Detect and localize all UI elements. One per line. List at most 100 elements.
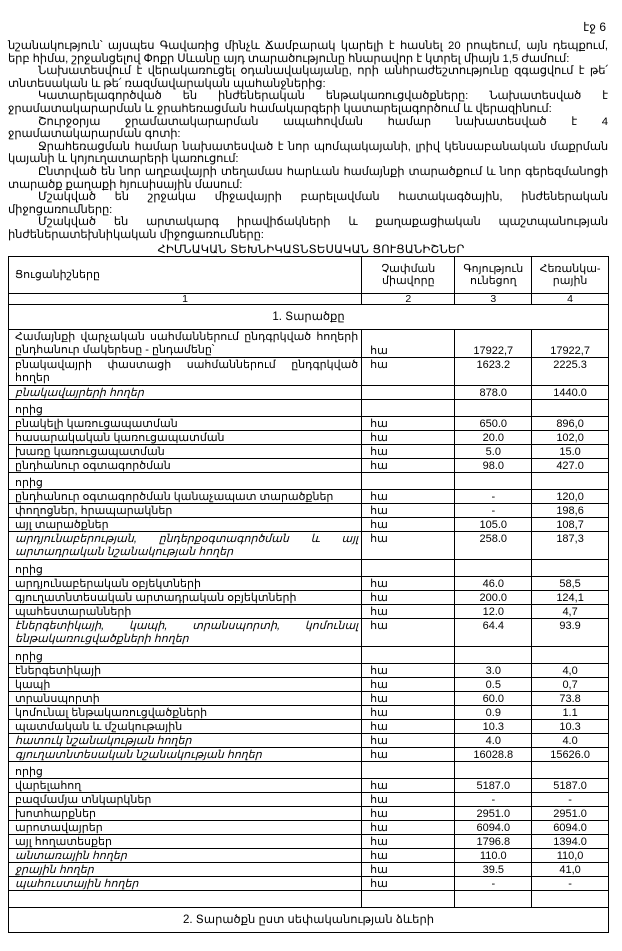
row-unit: հա bbox=[361, 576, 456, 591]
table-row: խոտհարքներ հա 2951.0 2951.0 bbox=[7, 806, 609, 821]
table-row: գյուղատնտեսական արտադրական օբյեկտների հա 2… bbox=[7, 590, 609, 605]
table-row: այլ տարածքներ հա 105.0 108,7 bbox=[7, 517, 609, 532]
table-row: ընդհանուր օգտագործման հա 98.0 427.0 bbox=[7, 458, 609, 473]
row-label: արոտավայրեր bbox=[7, 820, 363, 835]
table-row: հասարակական կառուցապատման հա 20.0 102,0 bbox=[7, 430, 609, 445]
row-existing: 20.0 bbox=[454, 430, 533, 445]
row-existing bbox=[454, 646, 533, 664]
row-unit: հա bbox=[361, 489, 456, 504]
table-row: ընդհանուր օգտագործման կանաչապատ տարածքնե… bbox=[7, 489, 609, 504]
table-row: բնակավայրերի հողեր 878.0 1440.0 bbox=[7, 385, 609, 400]
table-row: խառը կառուցապատման հա 5.0 15.0 bbox=[7, 444, 609, 459]
column-number: 2 bbox=[361, 293, 456, 305]
row-unit: հա bbox=[361, 733, 456, 748]
row-projected: 108,7 bbox=[531, 517, 609, 532]
row-existing: 98.0 bbox=[454, 458, 533, 473]
row-existing bbox=[454, 472, 533, 490]
row-label: որից bbox=[7, 559, 363, 577]
row-unit: հա bbox=[361, 677, 456, 692]
table-row: էներգետիկայի հա 3.0 4,0 bbox=[7, 663, 609, 678]
row-label: որից bbox=[7, 761, 363, 779]
table-row: կապի հա 0.5 0,7 bbox=[7, 677, 609, 692]
row-projected bbox=[531, 472, 609, 490]
row-existing: 10.3 bbox=[454, 719, 533, 734]
row-unit: հա bbox=[361, 329, 456, 358]
table-row: որից bbox=[7, 646, 609, 664]
row-projected bbox=[531, 559, 609, 577]
row-projected: 4,7 bbox=[531, 604, 609, 619]
table-row: էներգետիկայի, կապի, տրանսպորտի, կոմունալ… bbox=[7, 618, 609, 647]
section-row: 1. Տարածքը bbox=[8, 304, 609, 330]
row-label: գյուղատնտեսական արտադրական օբյեկտների bbox=[7, 590, 363, 605]
row-label: արդյունաբերական օբյեկտների bbox=[7, 576, 363, 591]
row-projected: 58,5 bbox=[531, 576, 609, 591]
row-existing: 258.0 bbox=[454, 531, 533, 560]
row-label: վարելահող bbox=[7, 778, 363, 793]
row-label: հատուկ նշանակության հողեր bbox=[7, 733, 363, 748]
page-number: էջ 6 bbox=[583, 20, 606, 34]
row-projected bbox=[531, 646, 609, 664]
table-row: արոտավայրեր հա 6094.0 6094.0 bbox=[7, 820, 609, 835]
paragraph: Մշակված են արտակարգ իրավիճակների և քաղաք… bbox=[8, 216, 608, 241]
row-projected: 17922,7 bbox=[531, 329, 609, 358]
row-unit: հա bbox=[361, 792, 456, 807]
row-existing: 6094.0 bbox=[454, 820, 533, 835]
row-existing: 60.0 bbox=[454, 691, 533, 706]
row-existing: 0.9 bbox=[454, 705, 533, 720]
table-row: բնակավայրի փաստացի սահմաններում ընդգրկվա… bbox=[7, 357, 609, 386]
row-existing bbox=[454, 399, 533, 417]
row-existing bbox=[454, 890, 533, 908]
section-title: 2. Տարածքն ըստ սեփականության ձևերի bbox=[8, 907, 609, 933]
row-unit: հա bbox=[361, 820, 456, 835]
row-label: բնակելի կառուցապատման bbox=[7, 416, 363, 431]
row-projected: 198,6 bbox=[531, 503, 609, 518]
row-label: պատմական և մշակութային bbox=[7, 719, 363, 734]
row-existing: 17922,7 bbox=[454, 329, 533, 358]
paragraph: Մշակված են շրջակա միջավայրի բարելավման հ… bbox=[8, 191, 608, 216]
row-existing: - bbox=[454, 876, 533, 891]
header-unit: Չափման միավորը bbox=[361, 256, 456, 294]
row-unit bbox=[361, 646, 456, 664]
row-projected: 187,3 bbox=[531, 531, 609, 560]
row-existing: 105.0 bbox=[454, 517, 533, 532]
row-label: հասարակական կառուցապատման bbox=[7, 430, 363, 445]
row-existing: 878.0 bbox=[454, 385, 533, 400]
row-existing: 46.0 bbox=[454, 576, 533, 591]
table-row bbox=[7, 890, 609, 908]
row-projected: 4,0 bbox=[531, 663, 609, 678]
row-label: պահուստային հողեր bbox=[7, 876, 363, 891]
paragraph: Շուրջօրյա ջրամատակարարման ապահովման համա… bbox=[8, 115, 608, 141]
row-projected: 110,0 bbox=[531, 848, 609, 863]
row-unit: հա bbox=[361, 778, 456, 793]
row-projected: 896,0 bbox=[531, 416, 609, 431]
row-unit: հա bbox=[361, 517, 456, 532]
table-row: պահուստային հողեր հա - - bbox=[7, 876, 609, 891]
section-title: 1. Տարածքը bbox=[8, 304, 609, 330]
row-existing: 64.4 bbox=[454, 618, 533, 647]
row-label: այլ տարածքներ bbox=[7, 517, 363, 532]
row-projected: 15626.0 bbox=[531, 747, 609, 762]
row-projected: 41,0 bbox=[531, 862, 609, 877]
table-row: որից bbox=[7, 761, 609, 779]
row-unit bbox=[361, 761, 456, 779]
table-row: պահեստարանների հա 12.0 4,7 bbox=[7, 604, 609, 619]
row-existing: 1623.2 bbox=[454, 357, 533, 386]
row-label: բնակավայրերի հողեր bbox=[7, 385, 363, 400]
paragraph: Կատարելագործված են ինժեներական ենթակառու… bbox=[8, 90, 608, 115]
row-unit: հա bbox=[361, 862, 456, 877]
row-label: անտառային հողեր bbox=[7, 848, 363, 863]
table-row: հատուկ նշանակության հողեր հա 4.0 4.0 bbox=[7, 733, 609, 748]
row-label: էներգետիկայի bbox=[7, 663, 363, 678]
row-existing: 12.0 bbox=[454, 604, 533, 619]
row-projected: 93.9 bbox=[531, 618, 609, 647]
row-unit: հա bbox=[361, 430, 456, 445]
row-existing: 4.0 bbox=[454, 733, 533, 748]
row-existing: - bbox=[454, 792, 533, 807]
row-unit: հա bbox=[361, 806, 456, 821]
row-existing: 200.0 bbox=[454, 590, 533, 605]
row-existing: 5187.0 bbox=[454, 778, 533, 793]
paragraph: Ջրահեռացման համար նախատեսված է նոր պոմպա… bbox=[8, 140, 608, 166]
row-label: փողոցներ, հրապարակներ bbox=[7, 503, 363, 518]
row-projected: 120,0 bbox=[531, 489, 609, 504]
row-label: գյուղատնտեսական նշանակության հողեր bbox=[7, 747, 363, 762]
